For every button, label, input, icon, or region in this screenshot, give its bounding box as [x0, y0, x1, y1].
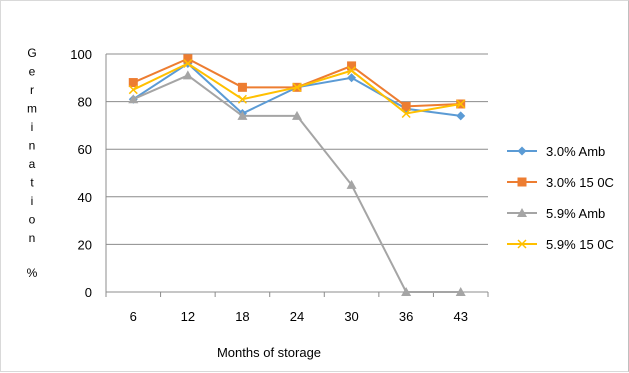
x-tick-label: 43 — [453, 309, 467, 324]
y-axis-title-letter: G — [27, 46, 36, 60]
series-2-point — [128, 78, 138, 88]
legend-item: 5.9% 15 0C — [507, 237, 614, 252]
series-2-point — [401, 101, 411, 111]
x-tick-label: 36 — [399, 309, 413, 324]
y-axis-title-letter: i — [31, 120, 34, 134]
x-axis-title: Months of storage — [217, 345, 321, 360]
series-3-line — [132, 74, 461, 293]
x-tick-labels: 6 12 18 24 30 36 43 — [130, 309, 468, 324]
x-tick-label: 18 — [235, 309, 249, 324]
series-3-point — [237, 110, 248, 120]
x-tick-label: 30 — [344, 309, 358, 324]
legend-swatch-marker — [517, 146, 527, 156]
y-axis-title-letter: e — [29, 65, 36, 79]
y-tick-label: 40 — [78, 190, 92, 205]
series-4-point — [237, 94, 247, 104]
series-3 — [128, 70, 466, 296]
series-4-point — [128, 85, 138, 95]
series-3-point — [128, 94, 139, 104]
y-axis-title-letter: i — [31, 194, 34, 208]
y-tick-labels: 0 20 40 60 80 100 — [70, 47, 92, 300]
legend-label: 3.0% 15 0C — [546, 175, 614, 190]
series-4-point — [183, 58, 193, 69]
series-2-point — [237, 82, 247, 92]
series-4-point — [347, 66, 357, 76]
x-tick-label: 6 — [130, 309, 137, 324]
series-4 — [128, 58, 466, 119]
series-2-point — [183, 54, 193, 64]
x-tick-label: 24 — [290, 309, 304, 324]
legend-swatch-marker — [517, 239, 527, 249]
legend-label: 5.9% 15 0C — [546, 237, 614, 252]
y-tick-label: 60 — [78, 142, 92, 157]
legend-label: 3.0% Amb — [546, 144, 605, 159]
legend: 3.0% Amb 3.0% 15 0C 5.9% Amb 5.9% 15 0C — [507, 144, 614, 252]
legend-swatch-marker — [517, 208, 527, 217]
y-axis-title-unit: % — [27, 266, 38, 280]
y-tick-label: 100 — [70, 47, 92, 62]
series-3-point — [346, 179, 357, 189]
legend-swatch-marker — [517, 177, 527, 187]
series-3-point — [182, 70, 193, 80]
y-tick-label: 80 — [78, 95, 92, 110]
marker-stroke — [347, 66, 357, 76]
y-axis-title-letter: n — [29, 139, 36, 153]
y-axis-title-letter: t — [30, 176, 34, 190]
series-2-point — [347, 61, 357, 71]
legend-item: 3.0% 15 0C — [507, 175, 614, 190]
series-3-point — [401, 287, 412, 296]
y-tick-label: 20 — [78, 237, 92, 252]
legend-item: 5.9% Amb — [507, 206, 605, 221]
marker-stroke — [128, 85, 138, 95]
series-3-point — [455, 287, 466, 296]
series-1-point — [456, 111, 466, 121]
marker-stroke — [237, 94, 247, 104]
marker-stroke — [292, 82, 302, 92]
marker-stroke — [183, 58, 193, 69]
series-3-point — [292, 110, 302, 120]
y-axis-title-letter: r — [30, 83, 34, 97]
series-4-point — [292, 82, 302, 92]
y-tick-label: 0 — [85, 285, 92, 300]
legend-label: 5.9% Amb — [546, 206, 605, 221]
series-group — [128, 54, 466, 296]
x-tick-label: 12 — [181, 309, 195, 324]
y-axis-title-letter: n — [29, 231, 36, 245]
marker-stroke — [517, 239, 527, 249]
series-2 — [128, 54, 466, 111]
marker-stroke — [401, 108, 411, 119]
series-1-point — [347, 73, 357, 83]
marker-stroke — [456, 99, 466, 109]
series-4-point — [456, 99, 466, 109]
series-4-point — [401, 108, 411, 119]
y-axis-title-letter: m — [27, 102, 37, 116]
y-axis-title-letter: a — [29, 157, 36, 171]
legend-item: 3.0% Amb — [507, 144, 605, 159]
y-axis-title-letter: o — [29, 213, 36, 227]
